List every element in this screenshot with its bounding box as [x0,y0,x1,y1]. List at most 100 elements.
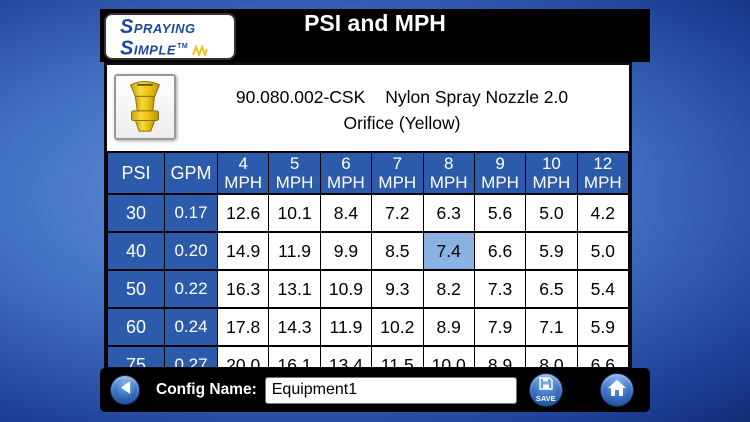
gpa-cell[interactable]: 14.9 [216,231,270,271]
mph-col-unit: MPH [429,173,468,192]
table-row: 75 0.27 20.0 16.1 13.4 11.5 10.0 8.9 8.0… [107,345,629,367]
nozzle-image [114,74,176,140]
gpa-cell[interactable]: 5.6 [473,193,527,233]
home-button[interactable] [600,373,634,407]
gpa-cell[interactable]: 12.6 [216,193,270,233]
mph-col-number: 8 [443,154,454,173]
gpa-cell[interactable]: 6.6 [576,345,629,367]
gpa-cell-selected[interactable]: 7.4 [422,231,475,271]
footer-bar: Config Name: SAVE [100,368,650,412]
nozzle-table-panel: 90.080.002-CSK Nylon Spray Nozzle 2.0 Ori… [104,62,632,370]
gpa-cell[interactable]: 7.1 [525,307,578,347]
gpa-cell[interactable]: 8.0 [525,345,578,367]
table-row: 50 0.22 16.3 13.1 10.9 9.3 8.2 7.3 6.5 5… [107,269,629,309]
gpm-cell: 0.20 [164,231,218,271]
gpa-cell[interactable]: 8.5 [371,231,424,271]
gpa-cell[interactable]: 16.1 [268,345,321,367]
gpa-cell[interactable]: 5.4 [576,269,629,309]
psi-cell: 60 [107,307,165,347]
mph-col-number: 4 [238,154,248,173]
gpa-cell[interactable]: 10.2 [371,307,424,347]
col-header-mph-6: 6 MPH [319,151,373,195]
gpa-cell[interactable]: 6.3 [422,193,475,233]
back-button[interactable] [110,375,140,405]
col-header-mph-5: 5 MPH [268,151,321,195]
gpa-cell[interactable]: 8.2 [422,269,475,309]
save-button[interactable]: SAVE [528,373,563,407]
gpa-cell[interactable]: 8.9 [473,345,527,367]
gpa-cell[interactable]: 9.9 [319,231,373,271]
mph-col-unit: MPH [481,173,519,192]
header-bar: SPRAYING SIMPLETM PSI and MPH Determine … [100,9,650,111]
gpa-cell[interactable]: 5.9 [576,307,629,347]
save-button-label: SAVE [535,394,556,403]
config-name-input[interactable] [264,376,517,404]
gpa-cell[interactable]: 8.4 [319,193,373,233]
gpa-cell[interactable]: 9.3 [371,269,424,309]
gpa-cell[interactable]: 7.3 [473,269,527,309]
gpa-cell[interactable]: 13.1 [268,269,321,309]
mph-col-unit: MPH [327,173,365,192]
col-header-gpm: GPM [164,151,218,195]
nozzle-title: 90.080.002-CSK Nylon Spray Nozzle 2.0 Ori… [179,87,625,134]
gpm-cell: 0.17 [164,193,218,233]
psi-mph-table: PSI GPM 4 MPH 5 MPH 6 MPH 7 MPH 8 MPH 9 MPH 10… [107,151,629,367]
col-header-mph-10: 10 MPH [525,151,578,195]
mph-col-unit: MPH [275,173,314,192]
mph-col-number: 12 [593,154,613,173]
table-row: 40 0.20 14.9 11.9 9.9 8.5 7.4 6.6 5.9 5.… [107,231,629,271]
logo-spray-icon [192,43,209,61]
mph-col-number: 6 [341,154,351,173]
gpa-cell[interactable]: 11.9 [319,307,373,347]
nozzle-title-line-2: Orifice (Yellow) [343,113,461,133]
gpa-cell[interactable]: 5.0 [576,231,629,271]
back-arrow-icon [119,380,132,400]
nozzle-code: 90.080.002-CSK [235,87,366,107]
gpa-cell[interactable]: 6.6 [473,231,527,271]
gpa-cell[interactable]: 4.2 [576,193,629,233]
col-header-mph-4: 4 MPH [216,151,270,195]
gpa-cell[interactable]: 7.9 [473,307,527,347]
gpa-cell[interactable]: 8.9 [422,307,475,347]
col-header-mph-8: 8 MPH [422,151,475,195]
nozzle-name: Nylon Spray Nozzle 2.0 [385,87,569,107]
psi-cell: 75 [107,345,165,367]
config-name-label: Config Name: [156,381,257,398]
col-header-psi: PSI [107,151,165,195]
table-row: 60 0.24 17.8 14.3 11.9 10.2 8.9 7.9 7.1 … [107,307,629,347]
gpa-cell[interactable]: 17.8 [216,307,270,347]
col-header-mph-12: 12 MPH [576,151,629,195]
home-icon [607,379,627,402]
mph-col-number: 7 [392,154,403,173]
psi-cell: 40 [107,231,165,271]
gpa-cell[interactable]: 5.0 [525,193,578,233]
mph-col-unit: MPH [532,173,571,192]
gpa-cell[interactable]: 20.0 [216,345,270,367]
gpa-cell[interactable]: 13.4 [319,345,373,367]
gpa-cell[interactable]: 10.9 [319,269,373,309]
gpa-cell[interactable]: 16.3 [216,269,270,309]
mph-col-number: 10 [541,154,561,173]
gpa-cell[interactable]: 11.9 [268,231,321,271]
gpa-cell[interactable]: 10.0 [422,345,475,367]
mph-col-unit: MPH [583,173,622,192]
mph-col-unit: MPH [224,173,263,192]
psi-cell: 50 [107,269,165,309]
gpa-cell[interactable]: 6.5 [525,269,578,309]
floppy-icon [539,377,553,395]
psi-cell: 30 [107,193,165,233]
col-header-mph-7: 7 MPH [371,151,424,195]
gpa-cell[interactable]: 5.9 [525,231,578,271]
nozzle-title-line-1: 90.080.002-CSK Nylon Spray Nozzle 2.0 [179,87,625,108]
gpa-cell[interactable]: 14.3 [268,307,321,347]
mph-col-unit: MPH [378,173,417,192]
mph-col-number: 5 [289,154,300,173]
app-logo: SPRAYING SIMPLETM [104,13,236,60]
gpa-cell[interactable]: 7.2 [371,193,424,233]
table-header-row: PSI GPM 4 MPH 5 MPH 6 MPH 7 MPH 8 MPH 9 MPH 10… [107,151,629,195]
gpa-cell[interactable]: 11.5 [371,345,424,367]
gpa-cell[interactable]: 10.1 [268,193,321,233]
mph-col-number: 9 [495,154,505,173]
page-title: PSI and MPH [304,10,446,36]
